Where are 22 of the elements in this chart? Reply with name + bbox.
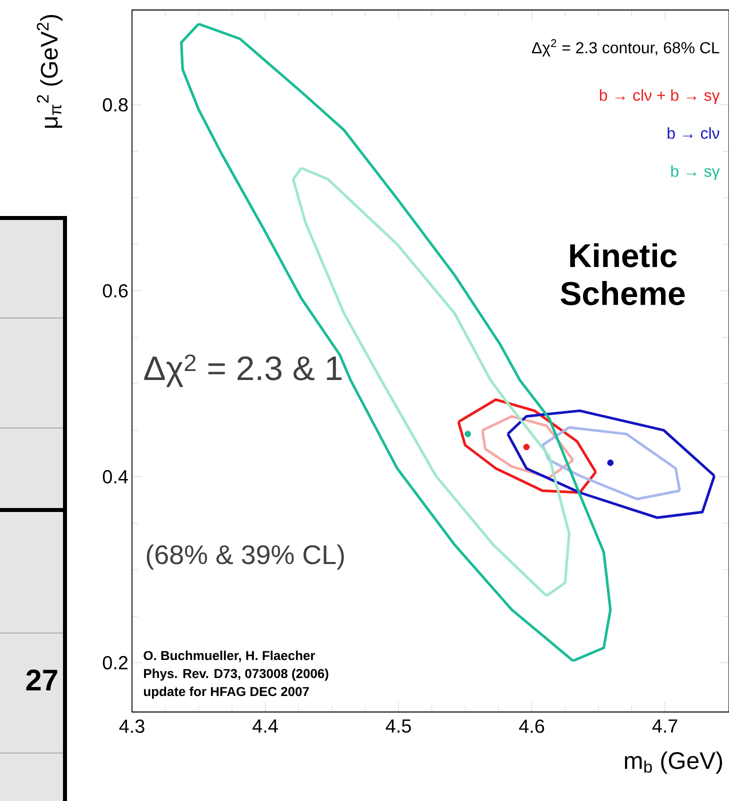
x-axis-title: m$_{b}$ (GeV): [624, 752, 722, 774]
annotation: (68% & 39% CL): [146, 544, 344, 570]
x-tick-label: 4.5: [386, 720, 411, 733]
y-axis-title: μ$_{π}$$^{2}$ (GeV$^{2}$): [36, 14, 62, 128]
x-tick-label: 4.4: [252, 720, 278, 733]
annotation: Δχ$^{2}$ = 2.3 contour, 68% CL: [532, 39, 720, 57]
text: b → sγ: [671, 165, 720, 180]
text: b → clν + b → sγ: [600, 89, 720, 104]
y-tick-label: 0.4: [102, 470, 128, 484]
annotation: Phys. Rev. D73, 073008 (2006): [144, 668, 328, 681]
y-tick-label: 0.2: [102, 656, 128, 670]
text: b → clν: [668, 127, 720, 139]
text: 27: [26, 670, 58, 690]
x-tick-label: 4.3: [119, 720, 144, 733]
y-tick-label: 0.8: [102, 98, 128, 112]
annotation: update for HFAG DEC 2007: [144, 686, 309, 699]
annotation: Kinetic Scheme: [560, 243, 685, 306]
annotation: O. Buchmueller, H. Flaecher: [144, 650, 316, 662]
annotation: Δχ$^{2}$ = 2.3 & 1: [144, 354, 342, 388]
x-tick-label: 4.7: [652, 720, 678, 733]
y-tick-label: 0.6: [102, 284, 128, 298]
x-tick-label: 4.6: [519, 720, 544, 733]
